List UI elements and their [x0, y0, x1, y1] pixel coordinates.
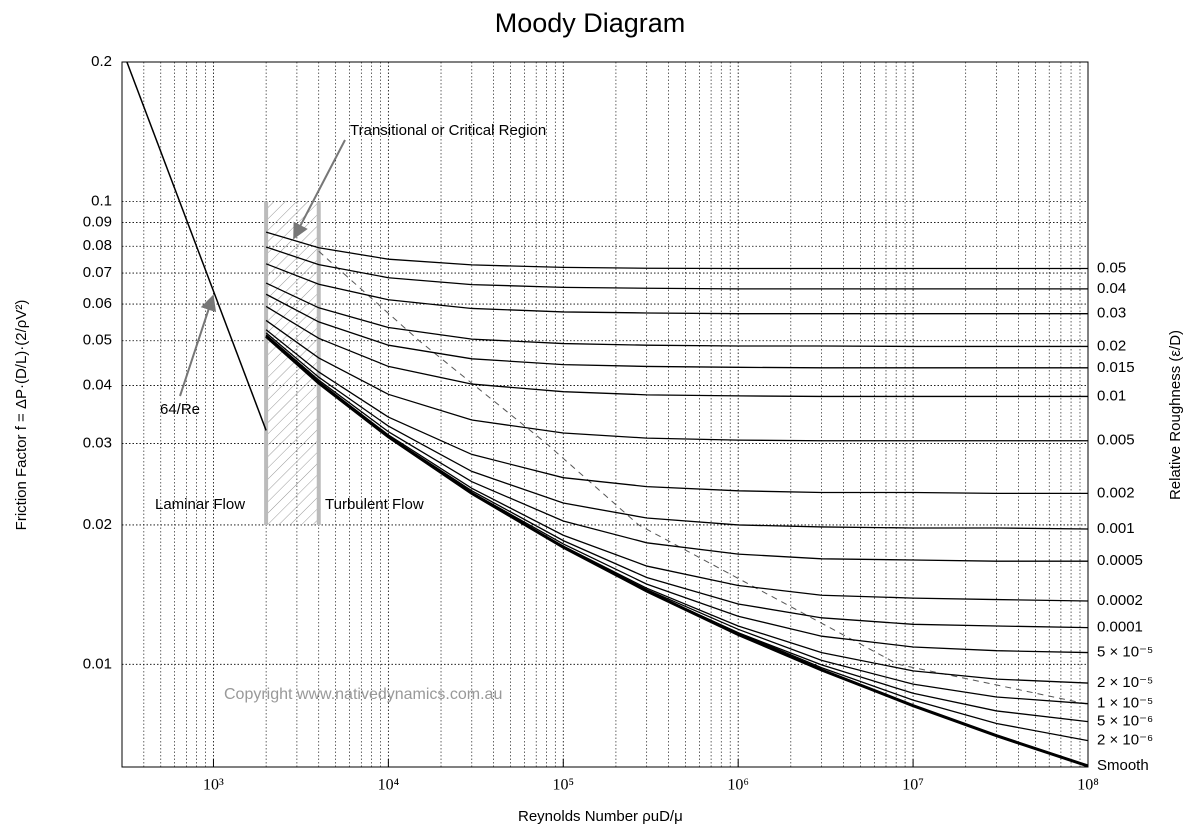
annotation-arrow: [179, 294, 217, 397]
roughness-curve: [265, 246, 1088, 290]
series-label: 0.002: [1097, 484, 1135, 501]
x-tick-label: 10⁶: [727, 777, 749, 794]
series-label: 0.001: [1097, 520, 1135, 537]
y-tick-label: 0.07: [83, 264, 112, 281]
roughness-curve: [265, 335, 1088, 767]
y-tick-label: 0.08: [83, 237, 112, 254]
roughness-curve: [265, 263, 1088, 315]
y-tick-label: 0.05: [83, 332, 112, 349]
series-label: 0.01: [1097, 387, 1126, 404]
y-tick-label: 0.1: [91, 192, 112, 209]
x-tick-label: 10⁷: [902, 777, 924, 794]
y-tick-label: 0.09: [83, 214, 112, 231]
y-tick-label: 0.06: [83, 295, 112, 312]
roughness-curve: [265, 329, 1088, 495]
x-tick-label: 10³: [203, 777, 224, 794]
series-label: 0.0001: [1097, 619, 1143, 636]
y-tick-label: 0.01: [83, 655, 112, 672]
y-tick-label: 0.04: [83, 377, 112, 394]
series-label: 0.05: [1097, 259, 1126, 276]
series-label: 0.0005: [1097, 552, 1143, 569]
series-label: Smooth: [1097, 757, 1149, 774]
labels: 10³ 10⁴ 10⁵ 10⁶ 10⁷ 10⁸ 0.2 0.1 0.09 0.08 0.07 0.06…: [83, 53, 1153, 794]
chart-title: Moody Diagram: [495, 8, 686, 38]
roughness-curve: [265, 282, 1088, 348]
series-label: 0.04: [1097, 280, 1126, 297]
x-tick-label: 10⁸: [1077, 777, 1099, 794]
x-tick-label: 10⁵: [552, 777, 574, 794]
annotation: Turbulent Flow: [325, 496, 424, 513]
annotation: Laminar Flow: [155, 496, 245, 513]
annotation: Transitional or Critical Region: [350, 122, 546, 139]
annotation: 64/Re: [160, 401, 200, 418]
series-label: 2 × 10⁻⁶: [1097, 732, 1153, 749]
curves: [126, 62, 1088, 767]
y-tick-label: 0.2: [91, 53, 112, 70]
x-axis-label: Reynolds Number ρuD/μ: [518, 808, 683, 825]
annotation-arrow: [293, 139, 346, 240]
series-label: 0.03: [1097, 305, 1126, 322]
series-label: 0.0002: [1097, 592, 1143, 609]
series-label: 5 × 10⁻⁵: [1097, 644, 1153, 661]
legend-title: Relative Roughness (ε/D): [1167, 330, 1184, 500]
roughness-curve: [265, 334, 1088, 562]
series-label: 5 × 10⁻⁶: [1097, 713, 1153, 730]
roughness-curve: [265, 332, 1088, 530]
plot-frame: [121, 61, 1089, 768]
series-label: 2 × 10⁻⁵: [1097, 674, 1153, 691]
rough-boundary-line: [318, 250, 1088, 705]
series-label: 1 × 10⁻⁵: [1097, 695, 1153, 712]
y-tick-label: 0.03: [83, 434, 112, 451]
y-tick-label: 0.02: [83, 516, 112, 533]
roughness-curve: [265, 231, 1088, 270]
watermark: Copyright www.nativedynamics.com.au: [224, 686, 502, 703]
roughness-curve: [265, 335, 1088, 629]
roughness-curve: [265, 293, 1088, 369]
roughness-curve: [265, 305, 1088, 398]
laminar-line: [126, 62, 267, 431]
y-axis-label: Friction Factor f = ΔP·(D/L)·(2/ρV²): [13, 300, 30, 531]
series-label: 0.02: [1097, 337, 1126, 354]
roughness-curve: [265, 319, 1088, 442]
series-label: 0.005: [1097, 432, 1135, 449]
series-label: 0.015: [1097, 359, 1135, 376]
x-tick-label: 10⁴: [378, 777, 400, 794]
